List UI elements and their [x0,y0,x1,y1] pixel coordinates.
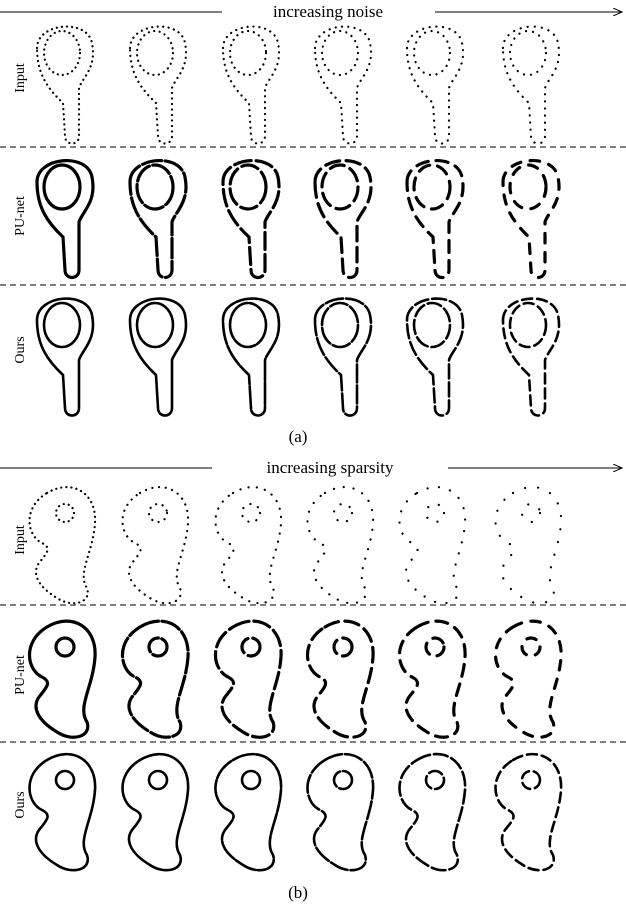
ours-points [503,299,559,416]
punet-points [123,621,189,737]
input-points [503,27,559,144]
punet-points [223,161,279,278]
input-points [400,487,466,603]
input-points [308,487,374,603]
ours-points [223,299,279,416]
row-label: PU-net [13,196,28,236]
ours-points [216,754,282,870]
ours-points [130,299,186,416]
ours-points [407,299,463,416]
punet-points [315,161,371,278]
punet-points [503,161,559,278]
punet-points [130,161,186,278]
input-points [315,27,371,144]
caption: (b) [288,883,308,902]
input-points [30,487,96,603]
ours-points [37,299,93,416]
punet-points [216,621,282,737]
panel-b: increasing sparsity Input PU-net Ours (b… [0,458,626,902]
ours-points [315,299,371,416]
ours-points [123,754,189,870]
panel-a: increasing noise Input PU-net Ours (a) [0,2,626,446]
ours-points [400,754,466,870]
ours-points [30,754,96,870]
punet-points [400,621,466,737]
input-points [407,27,463,144]
row-label: Input [13,63,28,93]
input-points [223,27,279,144]
ours-points [496,754,562,870]
input-points [216,487,282,603]
panel-header: increasing noise [273,2,383,21]
ours-points [308,754,374,870]
input-points [130,27,186,144]
punet-points [496,621,562,737]
punet-points [407,161,463,278]
punet-points [37,161,93,278]
input-points [496,487,562,603]
punet-points [30,621,96,737]
row-label: Ours [13,336,28,363]
panel-header: increasing sparsity [267,458,394,477]
caption: (a) [289,427,308,446]
row-label: Ours [13,791,28,818]
row-label: Input [13,525,28,555]
punet-points [308,621,374,737]
point-clouds [30,27,562,871]
row-label: PU-net [13,655,28,695]
input-points [37,27,93,144]
figure: increasing noise Input PU-net Ours (a) i… [0,0,626,907]
input-points [123,487,189,603]
